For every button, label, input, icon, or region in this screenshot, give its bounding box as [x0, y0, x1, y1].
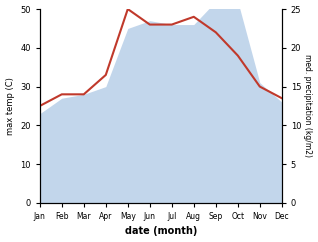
X-axis label: date (month): date (month): [125, 227, 197, 236]
Y-axis label: max temp (C): max temp (C): [5, 77, 15, 135]
Y-axis label: med. precipitation (kg/m2): med. precipitation (kg/m2): [303, 54, 313, 158]
